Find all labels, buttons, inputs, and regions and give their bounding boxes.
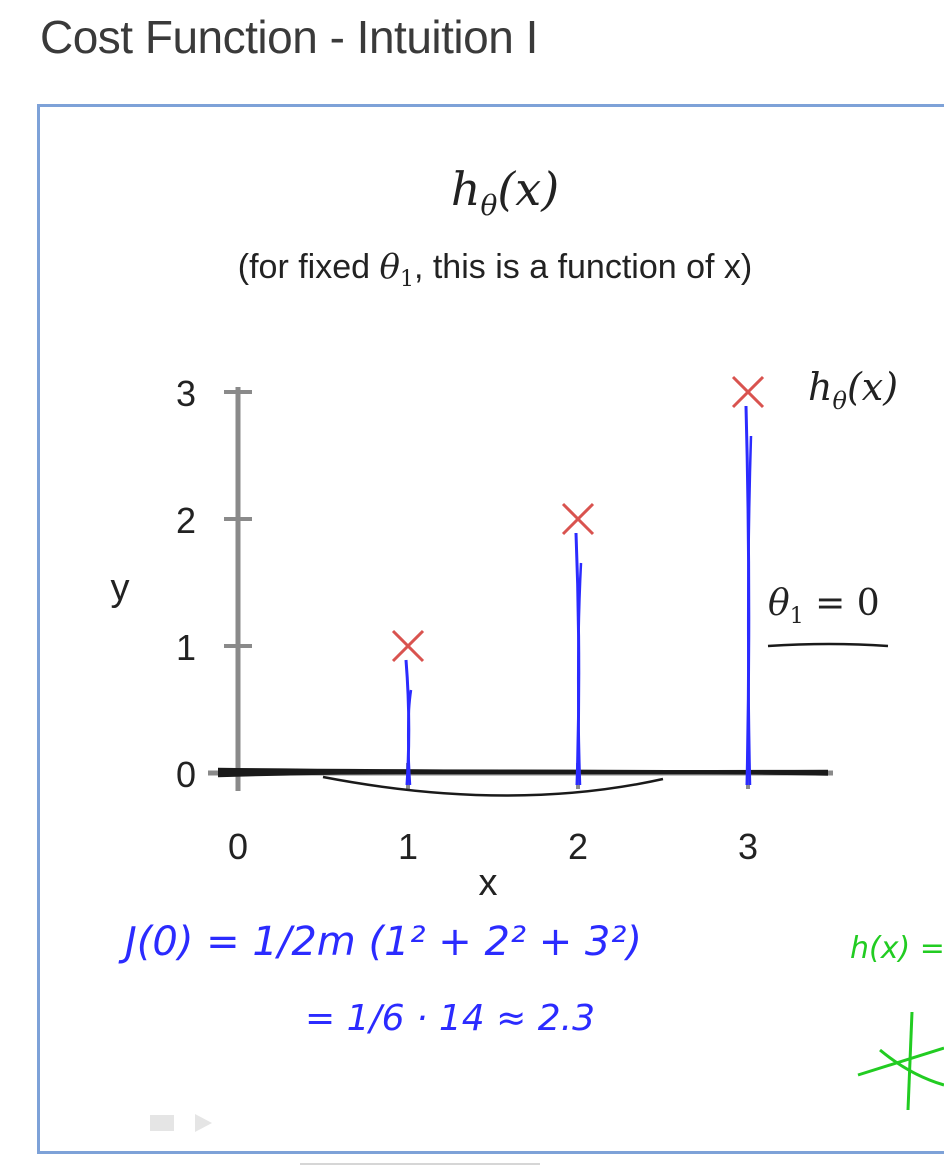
x-tick-label: 2 [568, 826, 588, 867]
theta-equals: = 0 [804, 583, 880, 624]
handwriting-cost-line2: = 1/6 · 14 ≈ 2.3 [305, 998, 595, 1039]
data-point [391, 629, 425, 663]
x-ticks: 0 1 2 3 [228, 763, 758, 867]
x-tick-label: 3 [738, 826, 758, 867]
slide-frame [37, 104, 944, 1154]
theta-underline [767, 642, 889, 648]
caption-pre: (for fixed [238, 248, 380, 286]
heading-arg: (x) [497, 162, 559, 216]
x-axis-label: x [479, 862, 498, 904]
y-tick-label: 1 [176, 627, 196, 668]
y-ticks: 0 1 2 3 [176, 373, 252, 795]
hypothesis-line [217, 767, 829, 797]
y-tick-label: 0 [176, 754, 196, 795]
legend-subscript: θ [832, 387, 847, 415]
data-point [731, 375, 765, 409]
residual-line [746, 435, 753, 786]
handwriting-green-label: h(x) = [850, 931, 944, 966]
legend-arg: (x) [847, 365, 898, 409]
slide-caption: (for fixed θ1, this is a function of x) [238, 247, 752, 292]
data-points [391, 375, 765, 663]
theta-subscript: 1 [790, 604, 804, 629]
caption-theta: θ [379, 247, 399, 287]
theta-symbol: θ [768, 583, 790, 624]
y-tick-label: 2 [176, 500, 196, 541]
x-tick-label: 0 [228, 826, 248, 867]
hypothesis-stroke [217, 771, 829, 775]
chart-area: 0 1 2 3 0 1 2 3 y x [111, 373, 833, 904]
theta-annotation: θ1 = 0 [768, 583, 880, 629]
x-tick-label: 1 [398, 826, 418, 867]
residual-line [576, 562, 583, 786]
residual-lines [404, 405, 753, 786]
bottom-divider [300, 1163, 540, 1165]
hypothesis-stroke [322, 775, 664, 797]
caption-post: , this is a function of x) [414, 248, 752, 286]
data-point [561, 502, 595, 536]
heading-subscript: θ [480, 189, 497, 222]
legend-hypothesis: hθ(x) [808, 365, 898, 415]
heading-h: h [451, 162, 481, 216]
y-tick-label: 3 [176, 373, 196, 414]
caption-theta-sub: 1 [400, 267, 414, 292]
residual-line [406, 689, 413, 786]
handwriting-cost-line1: J(0) = 1/2m (1² + 2² + 3²) [118, 919, 642, 965]
legend-h: h [808, 365, 832, 409]
page-title: Cost Function - Intuition I [40, 11, 538, 63]
handwriting-green-sketch-icon [857, 1011, 944, 1111]
y-axis-label: y [111, 567, 130, 609]
slide-heading: hθ(x) [451, 162, 559, 222]
video-controls-icon[interactable] [150, 1114, 212, 1132]
